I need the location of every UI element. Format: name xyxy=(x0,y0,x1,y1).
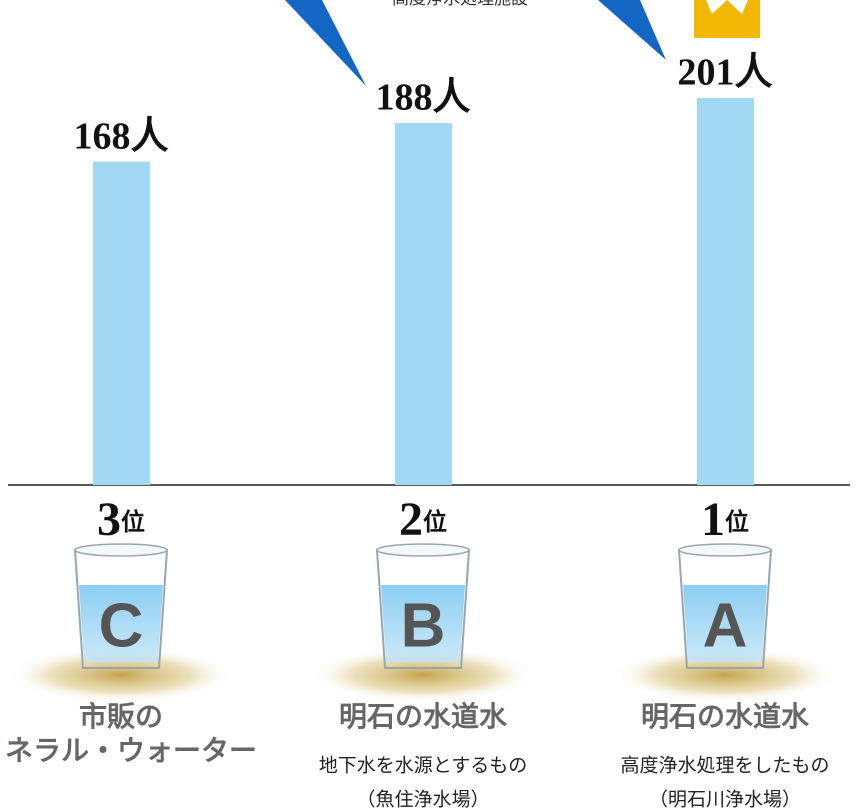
bar xyxy=(697,98,754,485)
rank-suffix: 位 xyxy=(725,508,749,536)
glass-rim xyxy=(377,544,469,556)
rank-number: 2 xyxy=(399,493,423,546)
bar xyxy=(93,162,150,485)
glass-letter: C xyxy=(99,591,144,660)
description: （魚住浄水場） xyxy=(356,789,489,811)
rank-label: 3位 xyxy=(97,493,145,546)
chart: 高度浄水処理施設 168人3位C市販のミネラル・ウォーター188人2位B明石の水… xyxy=(0,0,858,812)
name: 市販の xyxy=(79,700,163,733)
callout xyxy=(598,0,666,60)
description: 地下水を水源とするもの xyxy=(319,755,527,777)
name: ミネラル・ウォーター xyxy=(0,734,257,767)
name: 明石の水道水 xyxy=(339,700,508,733)
description: 高度浄水処理をしたもの xyxy=(620,755,829,777)
value-label: 201人 xyxy=(677,52,772,94)
description: （明石川浄水場） xyxy=(649,789,801,811)
name: 明石の水道水 xyxy=(641,700,810,733)
rank-suffix: 位 xyxy=(423,508,447,536)
glass-rim xyxy=(75,544,167,556)
rank-number: 3 xyxy=(97,493,121,546)
glass-letter: B xyxy=(401,591,446,660)
value-label: 188人 xyxy=(375,77,470,119)
rank-label: 1位 xyxy=(701,493,749,546)
value-label: 168人 xyxy=(73,115,168,157)
crown xyxy=(694,0,760,38)
glass-letter: A xyxy=(703,591,748,660)
rank-suffix: 位 xyxy=(121,508,145,536)
rank-number: 1 xyxy=(701,493,725,546)
bar xyxy=(395,123,452,485)
callout xyxy=(285,0,366,86)
rank-label: 2位 xyxy=(399,493,447,546)
callout-text: 高度浄水処理施設 xyxy=(392,0,528,9)
glass-rim xyxy=(679,544,771,556)
